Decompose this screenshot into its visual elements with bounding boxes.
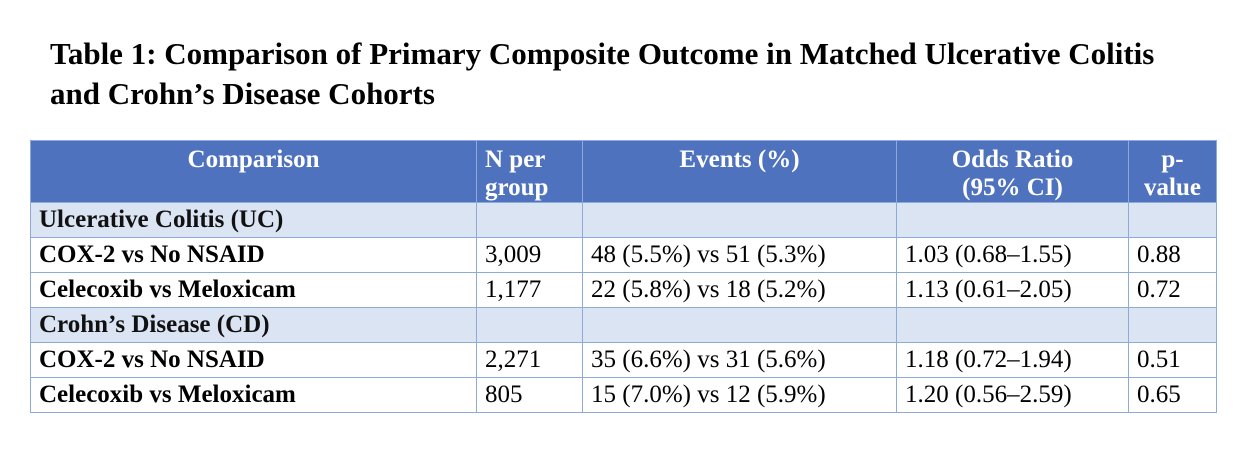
header-or-line1: Odds Ratio: [951, 146, 1074, 173]
table-row: COX-2 vs No NSAID 2,271 35 (6.6%) vs 31 …: [30, 342, 1217, 378]
group-empty-cell: [582, 307, 897, 343]
comparison-cell: COX-2 vs No NSAID: [30, 342, 477, 378]
n-cell: 1,177: [476, 272, 583, 308]
odds-ratio-cell: 1.20 (0.56–2.59): [896, 377, 1129, 413]
table-row: COX-2 vs No NSAID 3,009 48 (5.5%) vs 51 …: [30, 237, 1217, 273]
group-empty-cell: [896, 307, 1129, 343]
header-n-line2: group: [485, 174, 549, 201]
header-comparison: Comparison: [30, 140, 477, 203]
p-value-cell: 0.65: [1128, 377, 1217, 413]
group-label: Ulcerative Colitis (UC): [30, 202, 477, 238]
group-label: Crohn’s Disease (CD): [30, 307, 477, 343]
header-row: Comparison N per group Events (%) Odds R…: [30, 140, 1217, 203]
n-cell: 805: [476, 377, 583, 413]
comparison-cell: Celecoxib vs Meloxicam: [30, 272, 477, 308]
group-empty-cell: [476, 202, 583, 238]
header-p-line1: p-: [1161, 146, 1184, 173]
n-cell: 3,009: [476, 237, 583, 273]
header-p-value: p- value: [1128, 140, 1217, 203]
header-p-line2: value: [1144, 174, 1201, 201]
p-value-cell: 0.88: [1128, 237, 1217, 273]
group-empty-cell: [1128, 307, 1217, 343]
table-row: Celecoxib vs Meloxicam 1,177 22 (5.8%) v…: [30, 272, 1217, 308]
odds-ratio-cell: 1.18 (0.72–1.94): [896, 342, 1129, 378]
events-cell: 48 (5.5%) vs 51 (5.3%): [582, 237, 897, 273]
comparison-cell: COX-2 vs No NSAID: [30, 237, 477, 273]
results-table: Comparison N per group Events (%) Odds R…: [30, 140, 1217, 413]
table-row: Celecoxib vs Meloxicam 805 15 (7.0%) vs …: [30, 377, 1217, 413]
header-events: Events (%): [582, 140, 897, 203]
odds-ratio-cell: 1.03 (0.68–1.55): [896, 237, 1129, 273]
group-row-cd: Crohn’s Disease (CD): [30, 307, 1217, 343]
group-row-uc: Ulcerative Colitis (UC): [30, 202, 1217, 238]
group-empty-cell: [476, 307, 583, 343]
header-n-line1: N per: [485, 146, 546, 173]
group-empty-cell: [1128, 202, 1217, 238]
group-empty-cell: [582, 202, 897, 238]
p-value-cell: 0.51: [1128, 342, 1217, 378]
events-cell: 15 (7.0%) vs 12 (5.9%): [582, 377, 897, 413]
header-n-per-group: N per group: [476, 140, 583, 203]
group-empty-cell: [896, 202, 1129, 238]
header-or-line2: (95% CI): [962, 174, 1063, 201]
n-cell: 2,271: [476, 342, 583, 378]
odds-ratio-cell: 1.13 (0.61–2.05): [896, 272, 1129, 308]
comparison-cell: Celecoxib vs Meloxicam: [30, 377, 477, 413]
p-value-cell: 0.72: [1128, 272, 1217, 308]
table-title: Table 1: Comparison of Primary Composite…: [50, 36, 1155, 111]
events-cell: 35 (6.6%) vs 31 (5.6%): [582, 342, 897, 378]
events-cell: 22 (5.8%) vs 18 (5.2%): [582, 272, 897, 308]
header-odds-ratio: Odds Ratio (95% CI): [896, 140, 1129, 203]
